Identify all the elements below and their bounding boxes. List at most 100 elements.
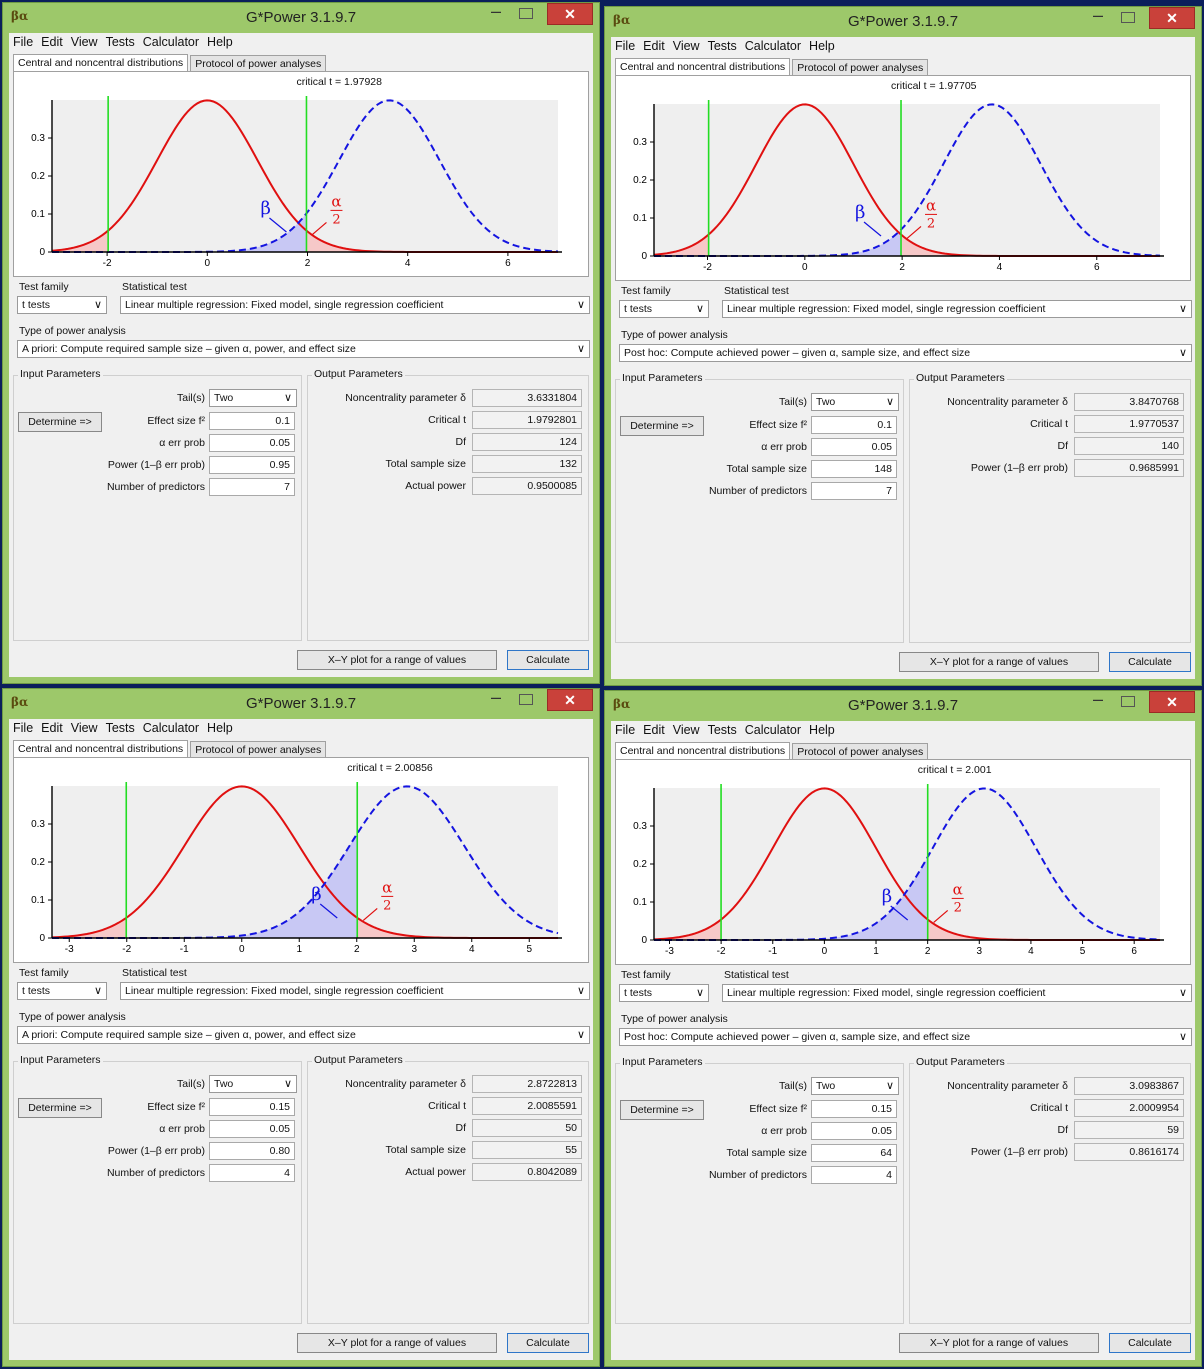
close-icon[interactable]: ✕ xyxy=(1149,7,1195,29)
input-field[interactable]: 0.95 xyxy=(209,456,295,474)
tab-protocol[interactable]: Protocol of power analyses xyxy=(190,741,327,758)
menu-calculator[interactable]: Calculator xyxy=(744,39,802,53)
tab-distributions[interactable]: Central and noncentral distributions xyxy=(615,742,791,760)
y-tick-label: 0.1 xyxy=(31,209,45,220)
critical-t-label: critical t = 2.001 xyxy=(917,764,992,776)
tab-distributions[interactable]: Central and noncentral distributions xyxy=(615,58,791,76)
close-icon[interactable]: ✕ xyxy=(547,689,593,711)
menu-help[interactable]: Help xyxy=(207,35,233,49)
input-label: α err prob xyxy=(159,1123,205,1135)
calculate-button[interactable]: Calculate xyxy=(507,1333,589,1353)
determine-button[interactable]: Determine => xyxy=(18,1098,102,1118)
statistical-test-select[interactable]: Linear multiple regression: Fixed model,… xyxy=(120,982,590,1000)
menu-edit[interactable]: Edit xyxy=(41,721,63,735)
determine-button[interactable]: Determine => xyxy=(18,412,102,432)
menu-edit[interactable]: Edit xyxy=(643,723,665,737)
menu-calculator[interactable]: Calculator xyxy=(142,721,200,735)
minimize-icon[interactable]: – xyxy=(1092,5,1103,25)
title-bar[interactable]: βα G*Power 3.1.9.7 – ✕ xyxy=(3,1,599,33)
maximize-icon[interactable] xyxy=(513,689,539,711)
xy-plot-button[interactable]: X–Y plot for a range of values xyxy=(899,1333,1099,1353)
x-tick-label: 0 xyxy=(205,258,211,269)
tab-protocol[interactable]: Protocol of power analyses xyxy=(190,55,327,72)
menu-tests[interactable]: Tests xyxy=(707,723,737,737)
minimize-icon[interactable]: – xyxy=(1092,689,1103,709)
calculate-button[interactable]: Calculate xyxy=(507,650,589,670)
menu-view[interactable]: View xyxy=(672,39,700,53)
menu-tests[interactable]: Tests xyxy=(105,35,135,49)
menu-edit[interactable]: Edit xyxy=(643,39,665,53)
input-field[interactable]: 0.15 xyxy=(209,1098,295,1116)
tab-distributions[interactable]: Central and noncentral distributions xyxy=(13,740,189,758)
determine-button[interactable]: Determine => xyxy=(620,1100,704,1120)
input-field[interactable]: 4 xyxy=(811,1166,897,1184)
input-field[interactable]: 64 xyxy=(811,1144,897,1162)
menu-file[interactable]: File xyxy=(615,39,636,53)
title-bar[interactable]: βα G*Power 3.1.9.7 – ✕ xyxy=(3,687,599,719)
test-family-select[interactable]: t tests ∨ xyxy=(17,296,107,314)
menu-help[interactable]: Help xyxy=(809,39,835,53)
title-bar[interactable]: βα G*Power 3.1.9.7 – ✕ xyxy=(605,5,1201,37)
menu-file[interactable]: File xyxy=(13,721,34,735)
maximize-icon[interactable] xyxy=(1115,691,1141,713)
input-field[interactable]: 0.1 xyxy=(811,416,897,434)
tab-distributions[interactable]: Central and noncentral distributions xyxy=(13,54,189,72)
power-analysis-type-select[interactable]: Post hoc: Compute achieved power – given… xyxy=(619,344,1192,362)
calculate-button[interactable]: Calculate xyxy=(1109,652,1191,672)
test-family-value: t tests xyxy=(22,299,51,311)
xy-plot-button[interactable]: X–Y plot for a range of values xyxy=(297,1333,497,1353)
menu-tests[interactable]: Tests xyxy=(105,721,135,735)
tab-protocol[interactable]: Protocol of power analyses xyxy=(792,743,929,760)
input-field[interactable]: 0.05 xyxy=(209,1120,295,1138)
input-field[interactable]: 0.05 xyxy=(209,434,295,452)
close-icon[interactable]: ✕ xyxy=(1149,691,1195,713)
power-analysis-type-select[interactable]: A priori: Compute required sample size –… xyxy=(17,1026,590,1044)
tails-select[interactable]: Two ∨ xyxy=(811,1077,899,1095)
statistical-test-select[interactable]: Linear multiple regression: Fixed model,… xyxy=(120,296,590,314)
output-label: Df xyxy=(455,436,467,448)
menu-calculator[interactable]: Calculator xyxy=(142,35,200,49)
maximize-icon[interactable] xyxy=(513,3,539,25)
menu-edit[interactable]: Edit xyxy=(41,35,63,49)
maximize-glyph xyxy=(1121,696,1135,707)
tails-select[interactable]: Two ∨ xyxy=(209,389,297,407)
input-field[interactable]: 7 xyxy=(811,482,897,500)
calculate-button[interactable]: Calculate xyxy=(1109,1333,1191,1353)
determine-button[interactable]: Determine => xyxy=(620,416,704,436)
menu-calculator[interactable]: Calculator xyxy=(744,723,802,737)
input-field[interactable]: 0.80 xyxy=(209,1142,295,1160)
input-field[interactable]: 0.05 xyxy=(811,1122,897,1140)
close-icon[interactable]: ✕ xyxy=(547,3,593,25)
test-family-select[interactable]: t tests ∨ xyxy=(17,982,107,1000)
xy-plot-button[interactable]: X–Y plot for a range of values xyxy=(297,650,497,670)
input-field[interactable]: 0.1 xyxy=(209,412,295,430)
menu-view[interactable]: View xyxy=(70,721,98,735)
test-family-select[interactable]: t tests ∨ xyxy=(619,984,709,1002)
input-field[interactable]: 0.05 xyxy=(811,438,897,456)
input-field[interactable]: 4 xyxy=(209,1164,295,1182)
maximize-icon[interactable] xyxy=(1115,7,1141,29)
input-field[interactable]: 0.15 xyxy=(811,1100,897,1118)
xy-plot-button[interactable]: X–Y plot for a range of values xyxy=(899,652,1099,672)
tails-select[interactable]: Two ∨ xyxy=(811,393,899,411)
y-tick-label: 0.3 xyxy=(633,137,647,148)
statistical-test-select[interactable]: Linear multiple regression: Fixed model,… xyxy=(722,984,1192,1002)
menu-view[interactable]: View xyxy=(672,723,700,737)
menu-file[interactable]: File xyxy=(615,723,636,737)
statistical-test-select[interactable]: Linear multiple regression: Fixed model,… xyxy=(722,300,1192,318)
menu-help[interactable]: Help xyxy=(207,721,233,735)
menu-view[interactable]: View xyxy=(70,35,98,49)
input-field[interactable]: 7 xyxy=(209,478,295,496)
menu-tests[interactable]: Tests xyxy=(707,39,737,53)
power-analysis-type-select[interactable]: Post hoc: Compute achieved power – given… xyxy=(619,1028,1192,1046)
input-field[interactable]: 148 xyxy=(811,460,897,478)
minimize-icon[interactable]: – xyxy=(490,1,501,21)
title-bar[interactable]: βα G*Power 3.1.9.7 – ✕ xyxy=(605,689,1201,721)
test-family-select[interactable]: t tests ∨ xyxy=(619,300,709,318)
menu-help[interactable]: Help xyxy=(809,723,835,737)
tails-select[interactable]: Two ∨ xyxy=(209,1075,297,1093)
menu-file[interactable]: File xyxy=(13,35,34,49)
power-analysis-type-select[interactable]: A priori: Compute required sample size –… xyxy=(17,340,590,358)
tab-protocol[interactable]: Protocol of power analyses xyxy=(792,59,929,76)
minimize-icon[interactable]: – xyxy=(490,687,501,707)
